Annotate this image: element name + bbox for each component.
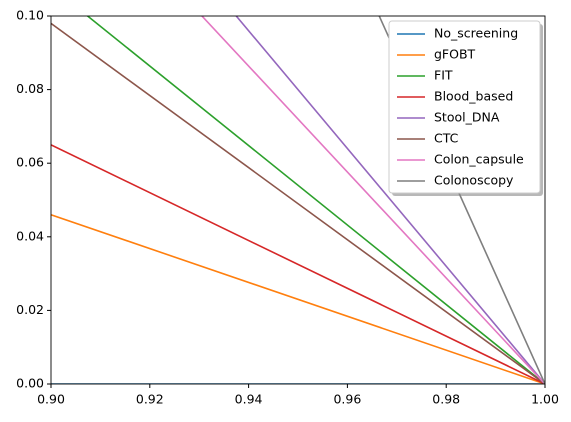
y-tick-label: 0.02 [16,302,44,317]
series-line [51,22,545,384]
legend-label: No_screening [434,26,518,41]
plot-area [51,16,545,384]
legend-label: Stool_DNA [434,110,500,125]
legend-label: CTC [434,131,459,146]
y-tick-label: 0.04 [16,228,44,243]
y-tick-label: 0.08 [16,81,44,96]
y-tick-label: 0.06 [16,155,44,170]
y-tick-label: 0.10 [16,8,44,23]
series-line [51,213,545,384]
x-tick-label: 0.90 [37,392,65,407]
x-tick-label: 0.94 [235,392,263,407]
legend-label: Blood_based [434,89,513,104]
x-tick-label: 1.00 [531,392,559,407]
legend-label: Colon_capsule [434,152,524,167]
series-line [51,144,545,384]
legend-label: gFOBT [434,47,476,62]
series-line [200,16,545,384]
x-tick-label: 0.92 [136,392,164,407]
series-line [235,16,545,384]
x-tick-label: 0.98 [432,392,460,407]
x-tick-label: 0.96 [333,392,361,407]
axes-frame [50,15,546,385]
legend-label: Colonoscopy [434,173,514,188]
series-line [86,16,545,384]
y-tick-label: 0.00 [16,376,44,391]
legend-box [388,20,541,194]
series-line [378,16,545,384]
legend-label: FIT [434,68,453,83]
